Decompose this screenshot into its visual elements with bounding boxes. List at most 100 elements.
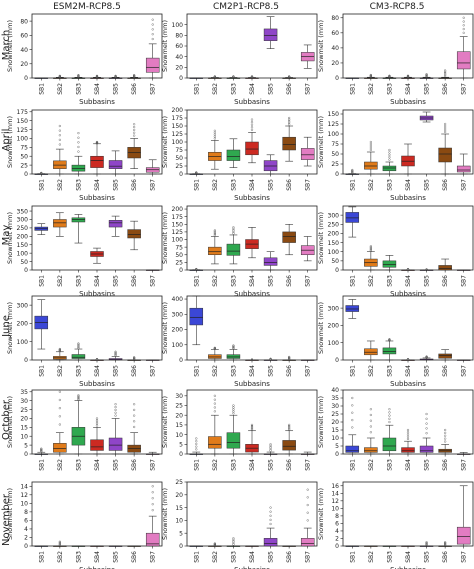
outlier-point: [213, 230, 216, 233]
y-tick-label: 125: [172, 131, 184, 138]
y-tick-label: 20: [20, 61, 28, 68]
box-sb7: [145, 57, 160, 73]
outlier-point: [133, 420, 136, 423]
x-tick-label: SB7: [305, 179, 312, 191]
outlier-point: [288, 355, 291, 359]
x-axis-label: Subbasins: [79, 194, 115, 202]
outlier-point: [369, 146, 372, 150]
box-sb2: [208, 246, 222, 256]
outlier-point: [425, 541, 428, 544]
y-tick-label: 125: [172, 229, 184, 236]
y-tick-label: 125: [17, 127, 29, 134]
box-sb3: [382, 437, 397, 452]
y-tick-label: 8: [24, 509, 28, 516]
x-tick-label: SB7: [461, 179, 468, 191]
box-sb2: [364, 161, 378, 170]
y-tick-label: 5: [179, 442, 183, 449]
box-sb5: [419, 445, 434, 453]
y-tick-label: 25: [331, 161, 339, 168]
y-axis-label: Snowmelt (mm): [161, 20, 169, 72]
y-tick-label: 0: [335, 543, 339, 550]
x-tick-label: SB6: [286, 83, 293, 95]
x-tick-label: SB1: [193, 275, 200, 287]
box-sb3: [226, 354, 241, 359]
x-tick-label: SB2: [57, 365, 64, 377]
box-sb4: [245, 141, 259, 156]
x-tick-label: SB6: [442, 365, 449, 377]
y-tick-label: 16: [331, 483, 339, 490]
outlier-point: [250, 123, 254, 126]
y-tick-label: 0: [24, 543, 28, 550]
y-tick-label: 50: [20, 153, 28, 160]
row-label-june: June: [1, 315, 12, 338]
x-tick-label: SB4: [405, 365, 412, 377]
outlier-point: [369, 425, 372, 428]
outlier-point: [388, 338, 391, 341]
y-tick-label: 175: [172, 214, 184, 221]
y-tick-label: 50: [331, 258, 339, 265]
column-title-esm2m: ESM2M-RCP8.5: [53, 2, 121, 12]
y-tick-label: 100: [328, 340, 340, 347]
outlier-point: [269, 443, 272, 446]
x-tick-label: SB3: [386, 83, 393, 95]
box-sb3: [71, 217, 86, 223]
outlier-point: [40, 447, 43, 450]
outlier-point: [133, 74, 136, 77]
y-tick-label: 15: [20, 425, 28, 432]
x-tick-label: SB2: [212, 83, 219, 95]
y-tick-label: 200: [172, 327, 184, 334]
y-tick-label: 50: [20, 259, 28, 266]
outlier-point: [195, 448, 198, 451]
x-tick-label: SB3: [230, 83, 237, 95]
y-tick-label: 0: [24, 267, 28, 274]
outlier-point: [232, 347, 235, 350]
outlier-point: [369, 246, 372, 249]
y-tick-label: 175: [17, 109, 29, 116]
x-tick-label: SB7: [461, 275, 468, 287]
box-sb5: [263, 538, 278, 547]
outlier-point: [40, 449, 43, 452]
outlier-point: [369, 247, 372, 250]
outlier-point: [250, 427, 254, 430]
y-tick-label: 20: [175, 492, 183, 499]
outlier-point: [351, 426, 354, 429]
y-tick-label: 4: [24, 526, 28, 533]
x-tick-label: SB4: [405, 551, 412, 563]
panel-frame: [186, 13, 318, 79]
outlier-point: [232, 229, 235, 232]
x-axis-label: Subbasins: [390, 290, 426, 298]
box-sb7: [456, 165, 471, 173]
outlier-point: [232, 75, 235, 78]
outlier-point: [444, 128, 447, 132]
x-tick-label: SB7: [305, 83, 312, 95]
outlier-point: [114, 414, 117, 417]
y-tick-label: 400: [172, 296, 184, 303]
outlier-point: [288, 423, 291, 427]
outlier-point: [369, 408, 372, 411]
y-tick-label: 40: [175, 54, 183, 61]
x-tick-label: SB6: [131, 83, 138, 95]
y-tick-label: 75: [331, 141, 339, 148]
outlier-point: [288, 123, 291, 126]
y-axis-label: Snowmelt (mm): [317, 212, 325, 264]
y-tick-label: 75: [175, 244, 183, 251]
box-sb2: [364, 447, 378, 453]
x-tick-label: SB5: [113, 83, 120, 95]
x-tick-label: SB2: [57, 83, 64, 95]
outlier-point: [58, 415, 61, 418]
y-tick-label: 25: [175, 403, 183, 410]
outlier-point: [269, 514, 272, 517]
panel-frame: [342, 295, 474, 361]
y-tick-label: 100: [17, 339, 29, 346]
x-tick-label: SB3: [386, 275, 393, 287]
y-axis-label: Snowmelt (mm): [161, 212, 169, 264]
y-axis-label: Snowmelt (mm): [161, 302, 169, 354]
outlier-point: [195, 267, 198, 271]
column-title-cm3: CM3-RCP8.5: [370, 2, 425, 12]
outlier-point: [232, 232, 235, 235]
x-tick-label: SB1: [193, 459, 200, 471]
outlier-point: [77, 141, 80, 144]
outlier-point: [425, 355, 428, 358]
x-tick-label: SB3: [75, 179, 82, 191]
